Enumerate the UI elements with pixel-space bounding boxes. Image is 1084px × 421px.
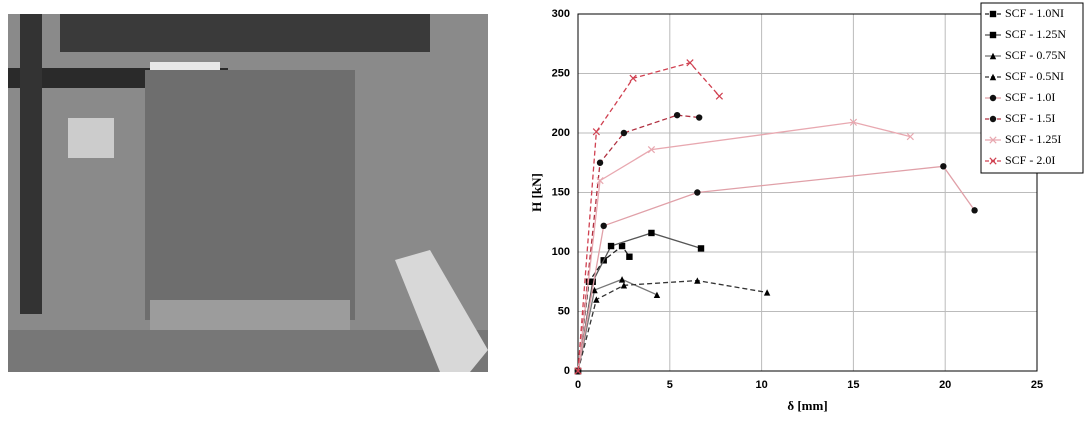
legend-label: SCF - 0.5NI [1005,69,1064,83]
legend-marker [989,31,997,39]
marker [694,189,701,196]
legend-marker [989,136,997,144]
legend-marker [989,115,997,123]
legend-label: SCF - 0.75N [1005,48,1066,62]
legend-marker [989,157,997,165]
y-tick-label: 300 [552,8,570,20]
marker [620,282,628,289]
marker [585,278,593,285]
marker [618,276,626,283]
x-tick-label: 10 [755,379,767,391]
marker [971,207,978,214]
x-tick-label: 25 [1031,379,1043,391]
legend-box [980,2,1084,174]
marker [626,253,633,260]
marker [589,278,596,285]
photo-column [20,14,42,314]
y-tick-label: 50 [558,305,570,317]
photo-floor [8,330,488,372]
legend-label: SCF - 1.0NI [1005,6,1064,20]
marker [620,129,628,137]
marker [607,242,615,250]
legend-marker [989,73,997,81]
y-axis-title: H [kN] [529,173,544,212]
marker [673,111,681,119]
marker [697,245,705,252]
marker [618,242,626,250]
marker [715,92,723,100]
legend-marker [989,94,997,102]
legend-marker [989,52,997,60]
legend-label: SCF - 1.0I [1005,90,1055,104]
x-tick-label: 0 [575,379,581,391]
y-tick-label: 100 [552,246,570,258]
marker [906,132,914,141]
marker [596,159,604,166]
photo-monitor [68,118,114,158]
marker [849,118,858,126]
legend-label: SCF - 1.25I [1005,132,1061,146]
y-tick-label: 200 [552,127,570,139]
y-tick-label: 150 [552,186,570,198]
marker [653,291,661,299]
legend-label: SCF - 2.0I [1005,153,1055,167]
marker [591,286,598,294]
marker [592,128,600,136]
marker [694,277,701,284]
y-tick-label: 250 [552,67,570,79]
photo-slab [395,250,488,372]
marker [763,289,771,296]
marker [648,229,655,237]
series-line [577,278,658,372]
photo-wall [145,70,355,320]
legend-label: SCF - 1.5I [1005,111,1055,125]
photo-beam [60,14,430,52]
marker [629,74,637,82]
marker [574,367,582,375]
y-tick-label: 0 [564,365,570,377]
marker [593,296,600,303]
marker [686,59,694,67]
marker [695,114,703,121]
photo [8,14,488,372]
plot-frame [577,13,1038,372]
marker [600,222,607,230]
legend-label: SCF - 1.25N [1005,27,1066,41]
x-tick-label: 20 [939,379,951,391]
marker [940,163,947,170]
marker [596,176,604,185]
series-line [577,114,700,372]
legend-marker [989,10,997,18]
marker [647,146,656,154]
x-tick-label: 5 [667,379,673,391]
x-axis-title: δ [mm] [787,398,827,413]
x-tick-label: 15 [847,379,859,391]
